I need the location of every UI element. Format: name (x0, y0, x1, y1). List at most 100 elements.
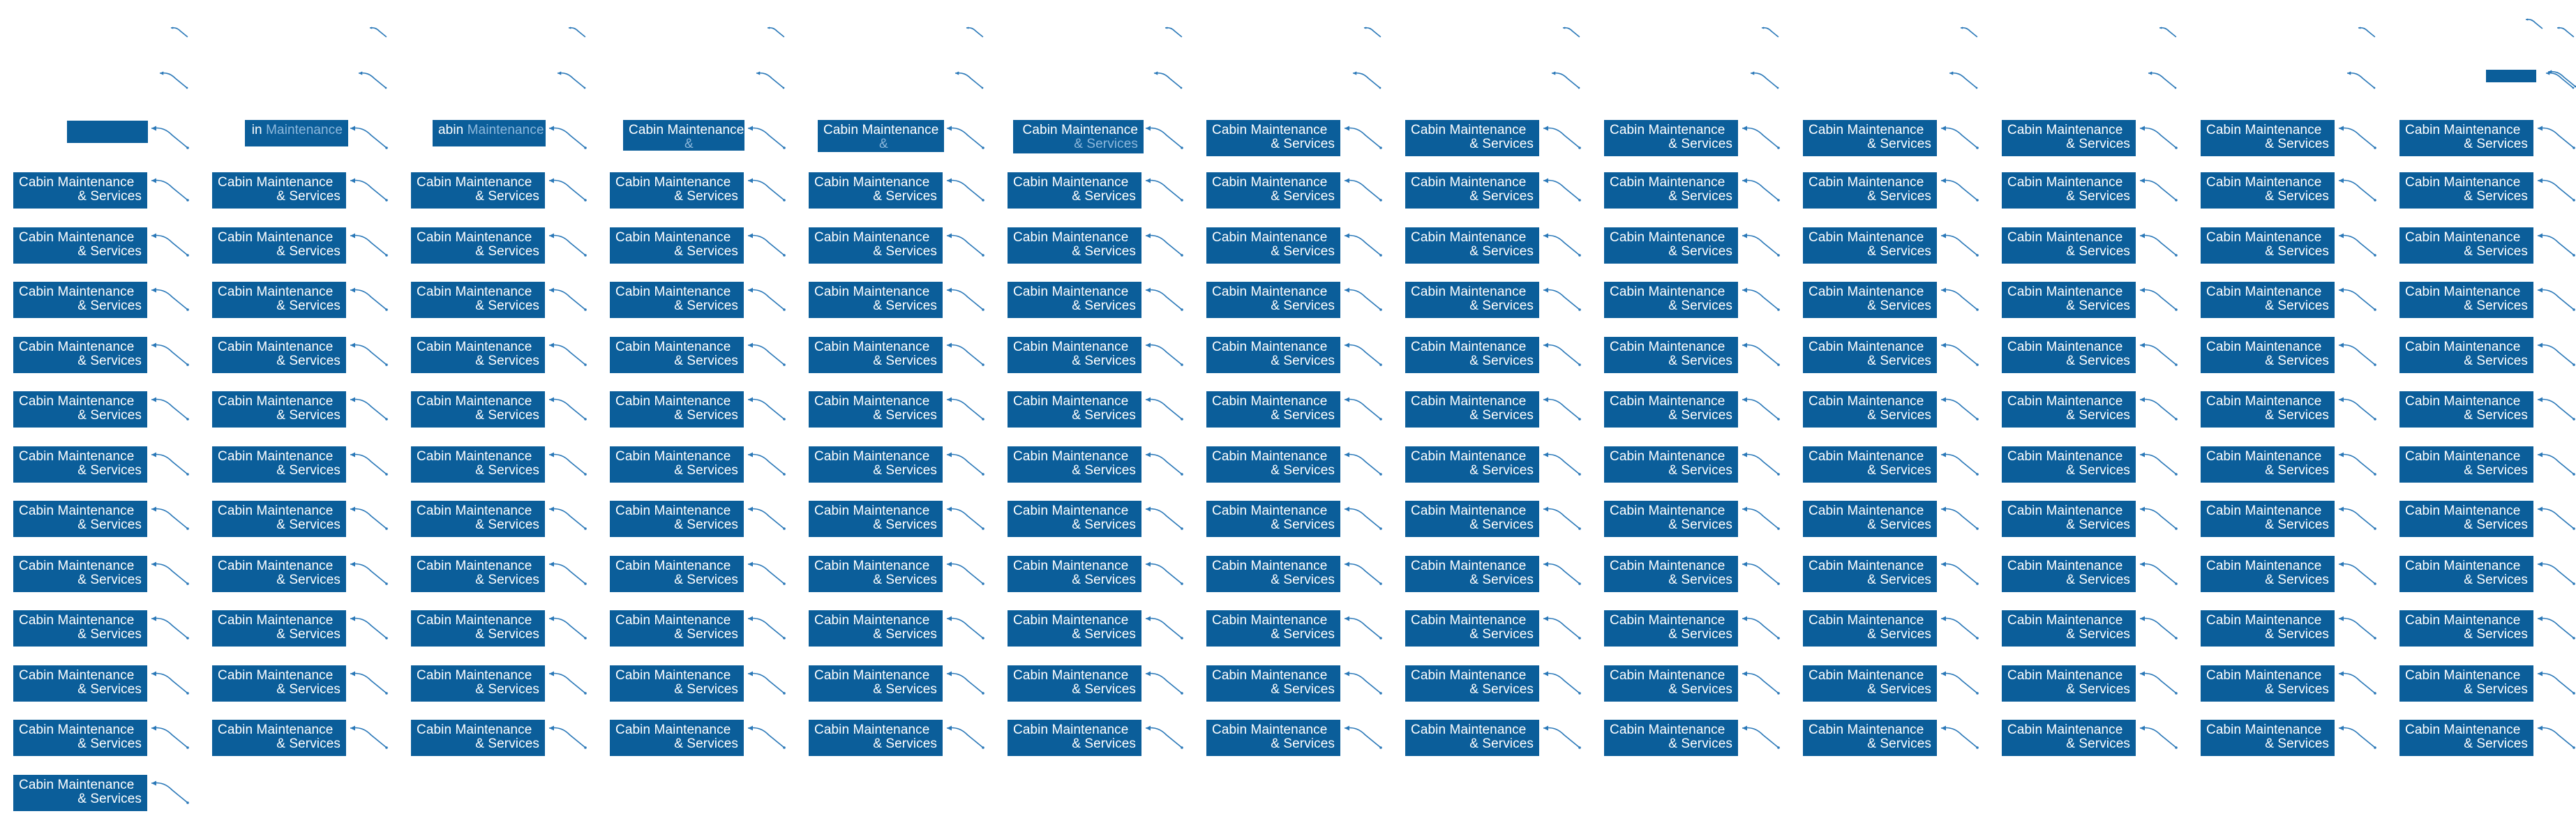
process-node-card[interactable]: Cabin Maintenance & Services (13, 227, 147, 264)
process-node-card[interactable]: Cabin Maintenance & Services (2399, 282, 2533, 318)
process-node-card[interactable]: Cabin Maintenance & Services (2201, 501, 2335, 537)
animating-node-card[interactable]: abin Maintenance (433, 120, 546, 146)
process-node-card[interactable]: Cabin Maintenance & Services (610, 665, 744, 702)
process-node-card[interactable]: Cabin Maintenance & Services (2002, 337, 2136, 373)
process-node-card[interactable]: Cabin Maintenance & Services (1803, 720, 1937, 756)
process-node-card[interactable]: Cabin Maintenance & Services (1008, 720, 1141, 756)
process-node-card[interactable]: Cabin Maintenance & Services (1206, 120, 1340, 156)
process-node-card[interactable]: Cabin Maintenance & Services (2399, 227, 2533, 264)
process-node-card[interactable]: Cabin Maintenance & Services (1803, 227, 1937, 264)
process-node-card[interactable]: Cabin Maintenance & Services (1803, 446, 1937, 483)
process-node-card[interactable]: Cabin Maintenance & Services (809, 391, 943, 428)
process-node-card[interactable]: Cabin Maintenance & Services (610, 337, 744, 373)
process-node-card[interactable]: Cabin Maintenance & Services (212, 610, 346, 647)
animating-node-card[interactable]: in Maintenance (245, 120, 348, 146)
process-node-card[interactable]: Cabin Maintenance & Services (1405, 172, 1539, 209)
process-node-card[interactable]: Cabin Maintenance & Services (13, 775, 147, 811)
process-node-card[interactable]: Cabin Maintenance & Services (2002, 282, 2136, 318)
process-node-card[interactable]: Cabin Maintenance & Services (411, 446, 545, 483)
process-node-card[interactable]: Cabin Maintenance & Services (1803, 337, 1937, 373)
process-node-card[interactable]: Cabin Maintenance & Services (13, 610, 147, 647)
process-node-card[interactable]: Cabin Maintenance & Services (1604, 665, 1738, 702)
process-node-card[interactable]: Cabin Maintenance & Services (1604, 337, 1738, 373)
process-node-card[interactable]: Cabin Maintenance & Services (1008, 556, 1141, 592)
process-node-card[interactable]: Cabin Maintenance & Services (411, 337, 545, 373)
process-node-card[interactable]: Cabin Maintenance & Services (610, 556, 744, 592)
process-node-card[interactable]: Cabin Maintenance & Services (212, 391, 346, 428)
process-node-card[interactable]: Cabin Maintenance & Services (1206, 282, 1340, 318)
process-node-card[interactable]: Cabin Maintenance & Services (1206, 720, 1340, 756)
process-node-card[interactable]: Cabin Maintenance & Services (1008, 337, 1141, 373)
process-node-card[interactable]: Cabin Maintenance & Services (1604, 282, 1738, 318)
process-node-card[interactable]: Cabin Maintenance & Services (809, 446, 943, 483)
process-node-card[interactable]: Cabin Maintenance & Services (212, 720, 346, 756)
process-node-card[interactable]: Cabin Maintenance & Services (610, 446, 744, 483)
process-node-card[interactable]: Cabin Maintenance & Services (13, 172, 147, 209)
animating-node-card[interactable]: Cabin Maintenance & (623, 120, 744, 151)
process-node-card[interactable]: Cabin Maintenance & Services (2399, 610, 2533, 647)
process-node-card[interactable]: Cabin Maintenance & Services (1008, 446, 1141, 483)
process-node-card[interactable]: Cabin Maintenance & Services (2399, 446, 2533, 483)
process-node-card[interactable]: Cabin Maintenance & Services (2399, 391, 2533, 428)
process-node-card[interactable]: Cabin Maintenance & Services (809, 720, 943, 756)
process-node-card[interactable]: Cabin Maintenance & Services (809, 172, 943, 209)
process-node-card[interactable]: Cabin Maintenance & Services (1405, 501, 1539, 537)
process-node-card[interactable]: Cabin Maintenance & Services (1803, 610, 1937, 647)
process-node-card[interactable]: Cabin Maintenance & Services (212, 501, 346, 537)
animating-node-card[interactable]: Cabin Maintenance & Services (1013, 120, 1144, 153)
process-node-card[interactable]: Cabin Maintenance & Services (1405, 720, 1539, 756)
process-node-card[interactable]: Cabin Maintenance & Services (1604, 556, 1738, 592)
process-node-card[interactable]: Cabin Maintenance & Services (2399, 501, 2533, 537)
process-node-card[interactable]: Cabin Maintenance & Services (13, 391, 147, 428)
process-node-card[interactable]: Cabin Maintenance & Services (610, 391, 744, 428)
process-node-card[interactable]: Cabin Maintenance & Services (212, 556, 346, 592)
process-node-card[interactable]: Cabin Maintenance & Services (212, 446, 346, 483)
process-node-card[interactable]: Cabin Maintenance & Services (2201, 665, 2335, 702)
process-node-card[interactable]: Cabin Maintenance & Services (212, 227, 346, 264)
process-node-card[interactable]: Cabin Maintenance & Services (2201, 337, 2335, 373)
process-node-card[interactable]: Cabin Maintenance & Services (411, 556, 545, 592)
process-node-card[interactable]: Cabin Maintenance & Services (1206, 556, 1340, 592)
process-node-card[interactable]: Cabin Maintenance & Services (610, 501, 744, 537)
process-node-card[interactable]: Cabin Maintenance & Services (610, 172, 744, 209)
process-node-card[interactable]: Cabin Maintenance & Services (1206, 446, 1340, 483)
process-node-card[interactable]: Cabin Maintenance & Services (2002, 172, 2136, 209)
process-node-card[interactable]: Cabin Maintenance & Services (411, 391, 545, 428)
process-node-card[interactable]: Cabin Maintenance & Services (1206, 665, 1340, 702)
process-node-card[interactable]: Cabin Maintenance & Services (1008, 282, 1141, 318)
process-node-card[interactable]: Cabin Maintenance & Services (610, 282, 744, 318)
process-node-card[interactable]: Cabin Maintenance & Services (13, 556, 147, 592)
process-node-card[interactable]: Cabin Maintenance & Services (411, 610, 545, 647)
process-node-card[interactable]: Cabin Maintenance & Services (1803, 556, 1937, 592)
process-node-card[interactable]: Cabin Maintenance & Services (1604, 227, 1738, 264)
process-node-card[interactable]: Cabin Maintenance & Services (610, 227, 744, 264)
process-node-card[interactable]: Cabin Maintenance & Services (411, 172, 545, 209)
process-node-card[interactable]: Cabin Maintenance & Services (2002, 227, 2136, 264)
process-node-card[interactable]: Cabin Maintenance & Services (13, 720, 147, 756)
process-node-card[interactable]: Cabin Maintenance & Services (1803, 282, 1937, 318)
empty-node-card[interactable] (2486, 70, 2536, 82)
empty-node-card[interactable] (67, 121, 148, 143)
process-node-card[interactable]: Cabin Maintenance & Services (1604, 720, 1738, 756)
process-node-card[interactable]: Cabin Maintenance & Services (1405, 556, 1539, 592)
process-node-card[interactable]: Cabin Maintenance & Services (2002, 446, 2136, 483)
process-node-card[interactable]: Cabin Maintenance & Services (2002, 556, 2136, 592)
process-node-card[interactable]: Cabin Maintenance & Services (1405, 446, 1539, 483)
process-node-card[interactable]: Cabin Maintenance & Services (1405, 610, 1539, 647)
process-node-card[interactable]: Cabin Maintenance & Services (2201, 446, 2335, 483)
process-node-card[interactable]: Cabin Maintenance & Services (1604, 391, 1738, 428)
process-node-card[interactable]: Cabin Maintenance & Services (1008, 391, 1141, 428)
process-node-card[interactable]: Cabin Maintenance & Services (1206, 610, 1340, 647)
process-node-card[interactable]: Cabin Maintenance & Services (212, 337, 346, 373)
process-node-card[interactable]: Cabin Maintenance & Services (411, 227, 545, 264)
process-node-card[interactable]: Cabin Maintenance & Services (1604, 446, 1738, 483)
process-node-card[interactable]: Cabin Maintenance & Services (809, 337, 943, 373)
process-node-card[interactable]: Cabin Maintenance & Services (1405, 227, 1539, 264)
process-node-card[interactable]: Cabin Maintenance & Services (411, 282, 545, 318)
process-node-card[interactable]: Cabin Maintenance & Services (1008, 610, 1141, 647)
process-node-card[interactable]: Cabin Maintenance & Services (809, 282, 943, 318)
process-node-card[interactable]: Cabin Maintenance & Services (1604, 610, 1738, 647)
process-node-card[interactable]: Cabin Maintenance & Services (2002, 665, 2136, 702)
process-node-card[interactable]: Cabin Maintenance & Services (2002, 610, 2136, 647)
process-node-card[interactable]: Cabin Maintenance & Services (1008, 665, 1141, 702)
